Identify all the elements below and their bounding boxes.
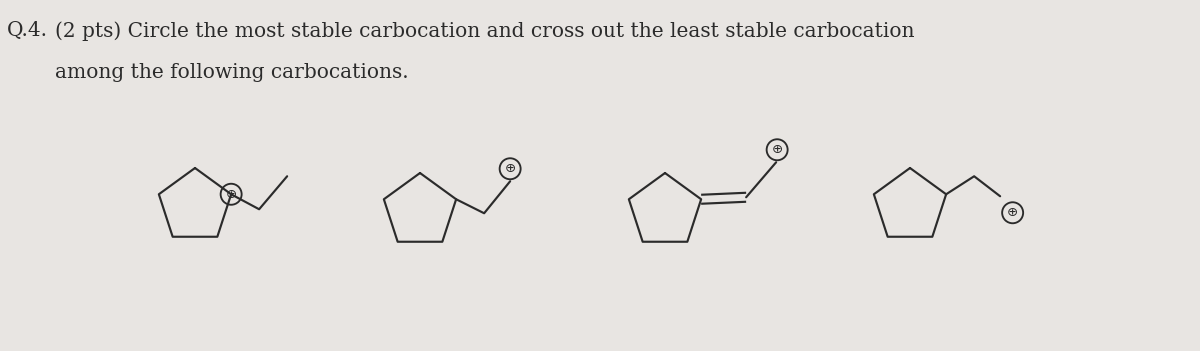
Text: Q.4.: Q.4. bbox=[7, 21, 48, 40]
Text: ⊕: ⊕ bbox=[504, 162, 516, 175]
Text: ⊕: ⊕ bbox=[772, 143, 782, 156]
Text: (2 pts) Circle the most stable carbocation and cross out the least stable carboc: (2 pts) Circle the most stable carbocati… bbox=[55, 21, 914, 41]
Text: ⊕: ⊕ bbox=[226, 188, 236, 201]
Text: ⊕: ⊕ bbox=[1007, 206, 1019, 219]
Text: among the following carbocations.: among the following carbocations. bbox=[55, 63, 409, 82]
